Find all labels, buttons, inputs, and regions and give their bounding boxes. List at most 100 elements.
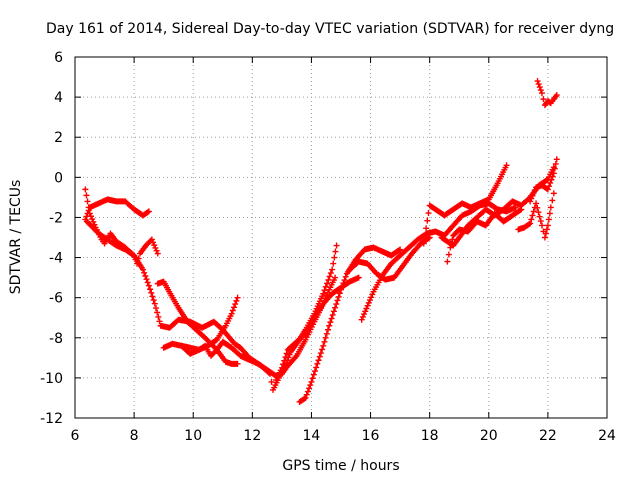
data-point: [139, 266, 146, 273]
data-point: [132, 256, 139, 263]
data-point: [342, 273, 349, 280]
x-tick-label: 8: [130, 428, 139, 444]
data-point: [84, 198, 91, 205]
series-track-c: [83, 218, 161, 267]
data-point: [338, 286, 344, 293]
y-tick-label: -2: [49, 210, 63, 226]
data-point: [148, 236, 155, 243]
data-point: [321, 338, 328, 345]
data-point: [364, 302, 371, 309]
data-point: [330, 308, 337, 315]
y-tick-label: 2: [54, 130, 63, 146]
data-point: [503, 162, 510, 169]
data-point: [538, 222, 545, 229]
data-point: [534, 204, 541, 211]
data-point: [145, 282, 152, 289]
data-point: [278, 364, 285, 371]
data-point: [325, 276, 332, 283]
data-point: [83, 192, 90, 199]
data-point: [445, 251, 452, 258]
data-point: [396, 247, 403, 254]
data-point: [537, 218, 544, 225]
chart-title: Day 161 of 2014, Sidereal Day-to-day VTE…: [46, 21, 614, 37]
grid-lines: [75, 57, 607, 418]
data-point: [336, 290, 343, 297]
data-point: [152, 244, 159, 251]
data-point: [323, 330, 330, 337]
x-axis-label: GPS time / hours: [282, 458, 399, 474]
data-point: [315, 357, 322, 364]
data-point: [327, 319, 334, 326]
data-point: [142, 273, 149, 280]
data-point: [85, 204, 92, 211]
data-point: [330, 260, 337, 267]
y-tick-label: -6: [49, 291, 63, 307]
data-point: [425, 235, 432, 242]
data-point: [302, 394, 309, 401]
data-point: [529, 192, 536, 199]
y-tick-label: 0: [54, 170, 63, 186]
data-point: [335, 293, 342, 300]
data-point: [313, 364, 320, 371]
data-point: [286, 351, 293, 358]
data-point: [153, 247, 160, 254]
data-point: [129, 251, 136, 258]
data-point: [328, 315, 335, 322]
data-point: [131, 252, 138, 259]
x-tick-label: 22: [539, 428, 557, 444]
data-point: [329, 311, 336, 318]
data-point: [314, 360, 321, 367]
data-point: [156, 318, 163, 325]
data-point: [86, 210, 93, 217]
data-point: [316, 353, 323, 360]
data-point: [549, 173, 556, 180]
data-point: [309, 375, 316, 382]
y-axis-label: SDTVAR / TECUs: [8, 180, 24, 295]
data-point: [355, 274, 362, 281]
data-point: [319, 346, 326, 353]
data-point: [144, 279, 151, 286]
data-point: [333, 242, 340, 249]
data-point: [233, 297, 240, 304]
data-point: [448, 240, 455, 247]
data-point: [143, 276, 150, 283]
data-point: [332, 304, 339, 311]
data-point: [141, 269, 148, 276]
data-point: [547, 179, 554, 186]
data-point: [229, 307, 236, 314]
data-point: [324, 326, 331, 333]
data-point: [281, 357, 288, 364]
y-tick-label: -4: [49, 251, 63, 267]
data-point: [329, 266, 336, 273]
data-point: [268, 378, 275, 385]
data-point: [341, 277, 348, 284]
data-point: [535, 209, 542, 216]
data-point: [320, 342, 327, 349]
data-point: [553, 156, 560, 163]
data-point: [397, 246, 404, 253]
data-point: [535, 81, 542, 88]
data-point: [541, 234, 548, 241]
series-track-k: [420, 162, 510, 247]
data-point: [154, 309, 161, 316]
series-track-n: [515, 190, 557, 241]
data-point: [155, 313, 162, 320]
data-point: [89, 216, 96, 223]
data-point: [144, 209, 151, 216]
data-point: [548, 176, 555, 183]
data-point: [530, 189, 537, 196]
series-track-p: [534, 78, 560, 109]
series-track-b: [82, 186, 340, 393]
data-point: [550, 190, 557, 197]
data-point: [540, 96, 547, 103]
data-point: [310, 371, 317, 378]
x-tick-label: 6: [71, 428, 80, 444]
data-point: [90, 218, 97, 225]
data-point: [340, 280, 347, 287]
x-tick-label: 20: [480, 428, 498, 444]
data-point: [534, 78, 541, 85]
data-point: [228, 310, 235, 317]
data-point: [326, 322, 333, 329]
x-tick-label: 18: [421, 428, 439, 444]
